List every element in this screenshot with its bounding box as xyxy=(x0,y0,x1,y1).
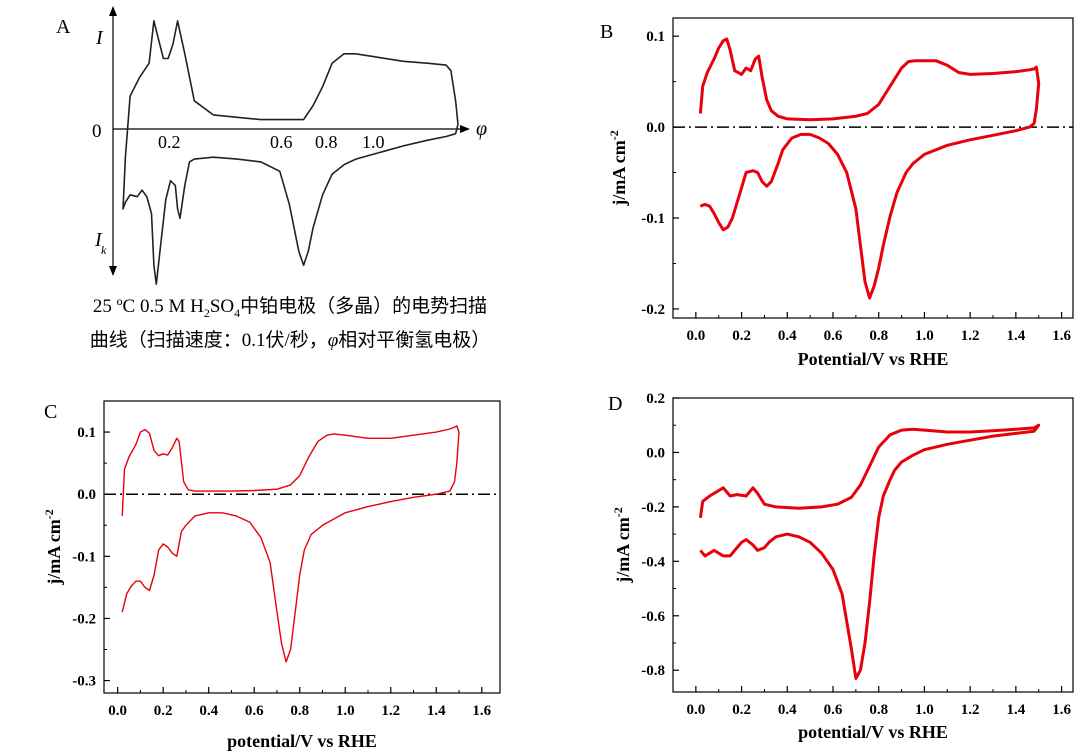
panel-a-y-arrow-up xyxy=(109,6,117,16)
panel-d-xtick-label: 0.8 xyxy=(869,702,888,718)
panel-d-frame xyxy=(672,397,1074,693)
panel-a-tick-0-8: 0.8 xyxy=(315,132,338,152)
panel-a: A I 0 I k φ 0.2 0.6 0.8 1.0 xyxy=(56,6,487,285)
panel-c-xtick-label: 0.0 xyxy=(108,703,127,719)
panel-b-xtick-label: 1.4 xyxy=(1006,328,1025,344)
panel-c-xtick-label: 0.2 xyxy=(154,703,173,719)
panel-b-ytick-label: 0.1 xyxy=(646,29,665,45)
panel-b-xtick-label: 1.2 xyxy=(961,328,980,344)
panel-b-xtick-label: 1.6 xyxy=(1052,328,1071,344)
caption-line-1: 25 ºC 0.5 M H2SO4中铂电极（多晶）的电势扫描 xyxy=(92,296,488,320)
panel-a-tick-0-6: 0.6 xyxy=(270,132,293,152)
panel-c-xtick-label: 1.0 xyxy=(336,703,355,719)
panel-b-ytick-label: 0.0 xyxy=(646,120,665,136)
panel-d-xtick-label: 1.4 xyxy=(1006,702,1025,718)
panel-c-xtick-label: 0.6 xyxy=(245,703,264,719)
panel-c-xtick-label: 0.8 xyxy=(290,703,309,719)
panel-d-xtick-label: 1.0 xyxy=(915,702,934,718)
panel-c-frame xyxy=(103,400,501,694)
panel-b-xtick-label: 0.6 xyxy=(824,328,843,344)
panel-d-ytick-label: -0.6 xyxy=(641,609,665,625)
panel-a-x-symbol: φ xyxy=(476,118,487,140)
panel-a-y-bottom-sub: k xyxy=(101,243,107,257)
panel-c-ytick-label: 0.0 xyxy=(77,487,96,503)
panel-d-xtick-label: 0.6 xyxy=(824,702,843,718)
panel-a-tick-0-2: 0.2 xyxy=(158,132,181,152)
panel-d-xtick-label: 0.0 xyxy=(686,702,705,718)
panel-c-ytick-label: -0.2 xyxy=(72,611,96,627)
panel-b-letter: B xyxy=(600,21,613,43)
panel-d-xlabel: potential/V vs RHE xyxy=(798,722,948,742)
panel-b-ytick-label: -0.1 xyxy=(641,211,665,227)
panel-d-ytick-label: -0.2 xyxy=(641,500,665,516)
panel-d-ylabel: j/mA cm-2 xyxy=(611,507,633,583)
panel-b-xtick-label: 0.0 xyxy=(686,328,705,344)
panel-b-frame xyxy=(672,17,1074,319)
panel-d-xtick-label: 1.6 xyxy=(1052,702,1071,718)
panel-d-xtick-label: 0.2 xyxy=(732,702,751,718)
panel-c-ticks: 0.0 0.2 0.4 0.6 0.8 1.0 1.2 1.4 1.6 0.1 0.0 -0.1 -0.… xyxy=(72,425,491,719)
panel-c-ylabel: j/mA cm-2 xyxy=(42,509,64,585)
panel-b-xtick-label: 1.0 xyxy=(915,328,934,344)
panel-a-x-arrow xyxy=(460,125,470,133)
panel-d: D 0.0 0.2 0.4 0.6 0.8 1.0 1.2 1.4 1.6 0.2 0.0 -0.2 -… xyxy=(608,391,1074,742)
panel-a-letter: A xyxy=(56,16,71,38)
panel-c-ytick-label: -0.1 xyxy=(72,549,96,565)
panel-a-cv-curve xyxy=(122,20,459,285)
panel-b-xtick-label: 0.8 xyxy=(869,328,888,344)
panel-a-caption: 25 ºC 0.5 M H2SO4中铂电极（多晶）的电势扫描 曲线（扫描速度：0… xyxy=(10,293,570,355)
panel-b-ytick-label: -0.2 xyxy=(641,302,665,318)
caption-line-2: 曲线（扫描速度：0.1伏/秒，φ相对平衡氢电极） xyxy=(89,329,491,351)
panel-d-ytick-label: 0.0 xyxy=(646,445,665,461)
panel-d-ytick-label: 0.2 xyxy=(646,391,665,407)
panel-d-ytick-label: -0.4 xyxy=(641,554,665,570)
panel-d-cv-curve xyxy=(698,423,1041,680)
panel-d-xtick-label: 1.2 xyxy=(961,702,980,718)
panel-c-xlabel: potential/V vs RHE xyxy=(227,731,377,751)
panel-c-xtick-label: 1.6 xyxy=(472,703,491,719)
panel-c-xtick-label: 0.4 xyxy=(199,703,218,719)
panel-b-ylabel: j/mA cm-2 xyxy=(607,130,629,206)
panel-a-y-top-label: I xyxy=(95,27,104,49)
panel-d-ytick-label: -0.8 xyxy=(641,663,665,679)
panel-c-xtick-label: 1.4 xyxy=(427,703,446,719)
panel-c-xtick-label: 1.2 xyxy=(381,703,400,719)
panel-c-letter: C xyxy=(44,401,57,423)
panel-b-cv-curve xyxy=(698,37,1041,300)
panel-b-xlabel: Potential/V vs RHE xyxy=(798,349,949,369)
panel-c: C 0.0 0.2 0.4 0.6 0.8 1.0 1.2 1.4 1.6 0.1 0.0 -0.1 -… xyxy=(42,400,501,751)
panel-d-letter: D xyxy=(608,393,622,415)
panel-a-zero-label: 0 xyxy=(92,121,102,142)
panel-a-y-arrow-down xyxy=(109,266,117,276)
panel-c-ytick-label: -0.3 xyxy=(72,674,96,690)
panel-b-xtick-label: 0.4 xyxy=(778,328,797,344)
panel-b-ticks: 0.0 0.2 0.4 0.6 0.8 1.0 1.2 1.4 1.6 0.1 0.0 -0.1 -0.… xyxy=(641,29,1071,344)
panel-b-xtick-label: 0.2 xyxy=(732,328,751,344)
panel-d-ticks: 0.0 0.2 0.4 0.6 0.8 1.0 1.2 1.4 1.6 0.2 0.0 -0.2 -0.… xyxy=(641,391,1071,718)
panel-c-ytick-label: 0.1 xyxy=(77,425,96,441)
panel-c-cv-curve xyxy=(121,425,460,663)
panel-a-tick-1-0: 1.0 xyxy=(362,132,385,152)
panel-b: B 0.0 0.2 0.4 0.6 0.8 1.0 1.2 1.4 1.6 0.1 0.0 -0.1 -… xyxy=(600,17,1074,369)
panel-a-y-bottom-label: I xyxy=(94,229,103,251)
panel-d-xtick-label: 0.4 xyxy=(778,702,797,718)
